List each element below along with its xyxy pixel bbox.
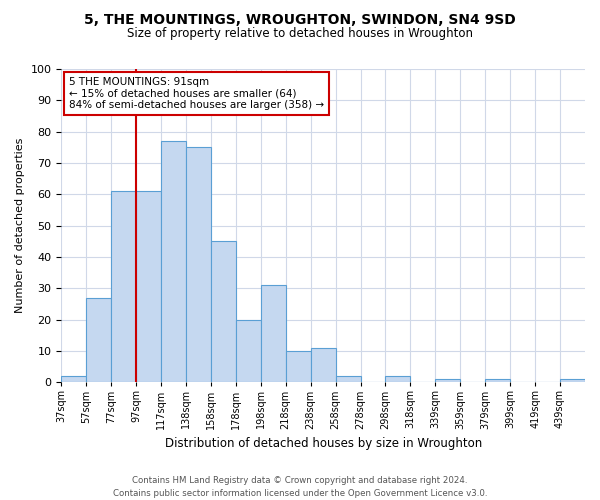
- Bar: [161, 141, 186, 382]
- Bar: [385, 376, 410, 382]
- Text: 5 THE MOUNTINGS: 91sqm
← 15% of detached houses are smaller (64)
84% of semi-det: 5 THE MOUNTINGS: 91sqm ← 15% of detached…: [69, 77, 324, 110]
- Text: Contains HM Land Registry data © Crown copyright and database right 2024.
Contai: Contains HM Land Registry data © Crown c…: [113, 476, 487, 498]
- Text: Size of property relative to detached houses in Wroughton: Size of property relative to detached ho…: [127, 28, 473, 40]
- Bar: [485, 379, 510, 382]
- Bar: [311, 348, 335, 382]
- Bar: [211, 242, 236, 382]
- Bar: [560, 379, 585, 382]
- Bar: [261, 285, 286, 382]
- Bar: [186, 148, 211, 382]
- Bar: [436, 379, 460, 382]
- Bar: [286, 351, 311, 382]
- Y-axis label: Number of detached properties: Number of detached properties: [15, 138, 25, 314]
- Bar: [111, 191, 136, 382]
- Bar: [86, 298, 111, 382]
- Bar: [335, 376, 361, 382]
- Bar: [236, 320, 261, 382]
- X-axis label: Distribution of detached houses by size in Wroughton: Distribution of detached houses by size …: [164, 437, 482, 450]
- Bar: [61, 376, 86, 382]
- Text: 5, THE MOUNTINGS, WROUGHTON, SWINDON, SN4 9SD: 5, THE MOUNTINGS, WROUGHTON, SWINDON, SN…: [84, 12, 516, 26]
- Bar: [136, 191, 161, 382]
